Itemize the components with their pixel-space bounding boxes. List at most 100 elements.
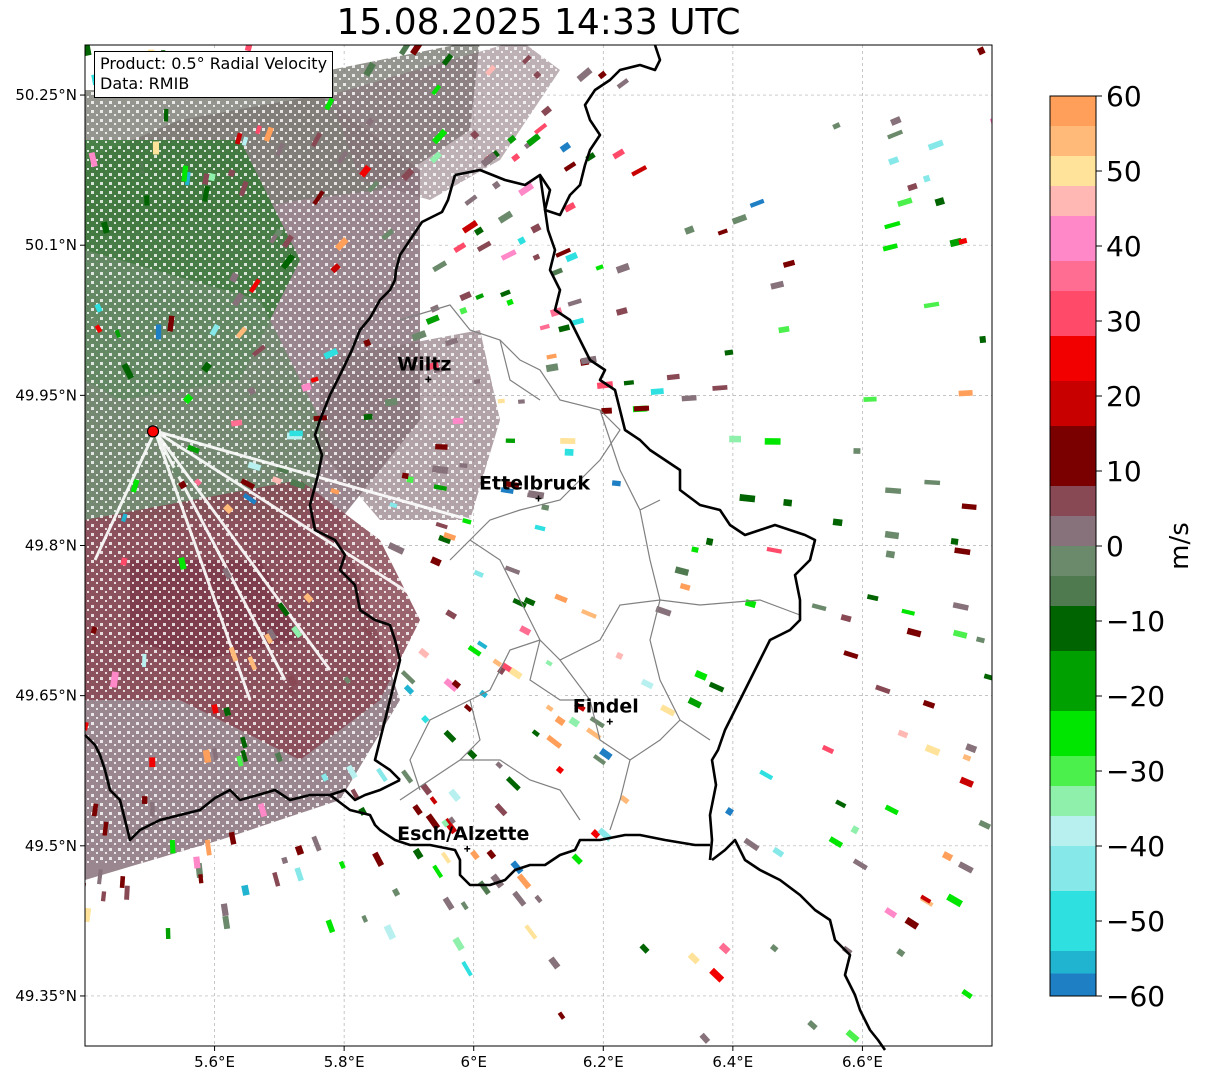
echo-streak <box>533 70 542 80</box>
canton-borders <box>399 304 801 831</box>
echo-streak <box>459 291 472 302</box>
echo-streak <box>361 914 369 923</box>
colorbar-label: m/s <box>1165 522 1195 570</box>
echo-streak <box>506 298 514 306</box>
echo-streak <box>615 307 628 316</box>
echo-streak <box>141 653 147 668</box>
echo-streak <box>811 603 827 612</box>
echo-streak <box>150 802 155 817</box>
echo-streak <box>121 513 128 523</box>
echo-streak <box>518 182 535 197</box>
echo-streak <box>897 729 909 739</box>
echo-streak <box>490 873 505 889</box>
echo-streak <box>324 97 335 111</box>
echo-streak <box>410 45 423 56</box>
echo-streak <box>276 466 289 475</box>
echo-streak <box>100 221 110 234</box>
echo-streak <box>234 132 243 145</box>
echo-streak <box>149 757 156 768</box>
echo-streak <box>512 890 527 907</box>
x-tick-label: 6.2°E <box>583 1053 624 1071</box>
x-axis-ticks: 5.6°E 5.8°E 6°E 6.2°E 6.4°E 6.6°E <box>194 1046 883 1071</box>
echo-streak <box>889 116 902 126</box>
echo-streak <box>922 174 931 183</box>
echo-streak <box>286 674 298 687</box>
echo-streak <box>505 776 521 791</box>
colorbar-tick-label: −40 <box>1106 830 1165 863</box>
echo-streak <box>425 813 441 830</box>
echo-streak <box>438 534 452 545</box>
echo-streak <box>555 247 572 258</box>
echo-streak <box>759 769 774 781</box>
echo-streak <box>480 151 498 168</box>
echo-streak <box>169 839 176 854</box>
info-box: Product: 0.5° Radial Velocity Data: RMIB <box>94 51 334 98</box>
echo-streak <box>141 796 148 804</box>
colorbar-segment <box>1050 216 1096 262</box>
echo-streak <box>460 901 469 911</box>
city-marker <box>464 845 471 852</box>
echo-streak <box>430 556 442 567</box>
echo-streak <box>519 625 532 636</box>
echo-streak <box>560 438 576 445</box>
echo-streak <box>659 704 676 717</box>
echo-streak <box>965 743 978 754</box>
echo-streak <box>359 164 372 178</box>
echo-streak <box>350 788 360 801</box>
echo-streak <box>208 173 216 182</box>
echo-streak <box>222 567 233 580</box>
echo-streak <box>534 894 543 904</box>
echo-streak <box>448 788 461 802</box>
colorbar-tick-label: 0 <box>1106 530 1124 563</box>
echo-streak <box>109 671 119 688</box>
echo-streak <box>778 325 790 334</box>
echo-streak <box>524 924 538 940</box>
echo-streak <box>531 729 540 738</box>
echo-streak <box>615 262 631 274</box>
radar-site-marker <box>146 425 160 438</box>
echo-streak <box>440 851 452 864</box>
echo-streak <box>401 167 415 182</box>
echo-streak <box>470 130 480 140</box>
echo-streak <box>497 398 505 404</box>
echo-streak <box>194 478 202 487</box>
echo-streak <box>866 594 879 602</box>
colorbar-segment <box>1050 291 1096 337</box>
radar-echoes <box>85 45 565 880</box>
echo-streak <box>464 194 478 206</box>
echo-streak <box>691 546 699 553</box>
chart-title: 15.08.2025 14:33 UTC <box>336 2 741 43</box>
echo-streak <box>301 382 312 392</box>
echo-streak <box>473 226 484 236</box>
x-tick-label: 5.8°E <box>324 1053 365 1071</box>
colorbar-segment <box>1050 973 1096 997</box>
echo-streak <box>163 108 169 122</box>
echo-streak <box>585 727 602 740</box>
y-tick-label: 49.5°N <box>25 837 77 855</box>
echo-streak <box>401 472 409 480</box>
colorbar-segment <box>1050 951 1096 974</box>
echo-streak <box>570 317 585 326</box>
echo-streak <box>541 504 550 511</box>
echo-streak <box>497 666 506 676</box>
colorbar-tick-label: 40 <box>1106 230 1142 263</box>
y-tick-label: 50.25°N <box>15 86 77 104</box>
echo-streak <box>687 952 700 965</box>
echo-streak <box>400 670 416 685</box>
echo-streak <box>384 397 398 407</box>
echo-streak <box>363 61 376 77</box>
echo-streak <box>291 625 303 639</box>
echo-streak <box>764 438 781 445</box>
echo-streak <box>884 220 901 230</box>
colorbar-segment <box>1050 606 1096 652</box>
echo-streak <box>599 747 613 761</box>
echo-streak <box>452 417 464 425</box>
echo-streak <box>406 476 414 484</box>
echo-streak <box>94 303 103 313</box>
echo-streak <box>240 478 256 490</box>
echo-streak <box>310 132 323 148</box>
echo-streak <box>130 479 140 493</box>
echo-streak <box>885 487 902 494</box>
data-source-text: Data: RMIB <box>100 74 190 93</box>
echo-streak <box>391 887 401 897</box>
